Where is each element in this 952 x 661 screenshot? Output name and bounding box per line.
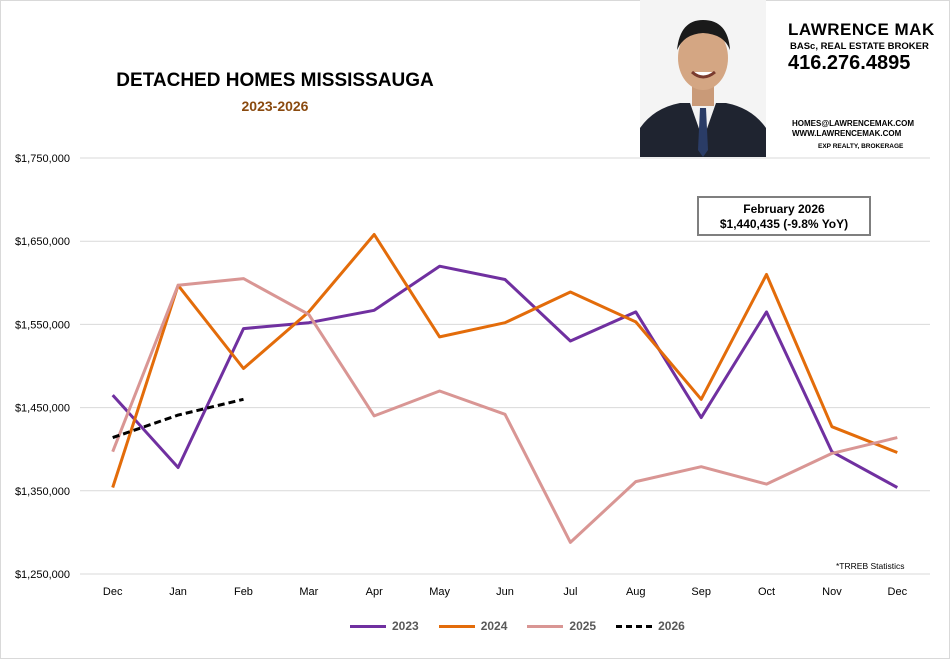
chart-subtitle: 2023-2026 [241, 98, 309, 114]
y-tick-label: $1,350,000 [15, 486, 70, 498]
legend-label: 2026 [658, 619, 685, 633]
legend-item-2023: 2023 [350, 619, 419, 633]
legend-label: 2023 [392, 619, 419, 633]
x-tick-label: Nov [822, 586, 842, 598]
chart-title: DETACHED HOMES MISSISSAUGA [116, 70, 434, 91]
x-axis-labels: Dec Jan Feb Mar Apr May Jun Jul Aug Sep Oct Nov Dec [103, 586, 908, 598]
source-note: *TRREB Statistics [836, 561, 905, 571]
x-tick-label: May [429, 586, 450, 598]
agent-phone: 416.276.4895 [788, 52, 911, 74]
x-tick-label: Feb [234, 586, 253, 598]
legend-item-2024: 2024 [438, 619, 508, 633]
agent-email: HOMES@LAWRENCEMAK.COM [792, 119, 915, 128]
legend-swatch [616, 624, 653, 628]
x-tick-label: Jan [169, 586, 187, 598]
gridlines [80, 157, 930, 575]
series-line-2023 [111, 264, 899, 489]
agent-website: WWW.LAWRENCEMAK.COM [792, 129, 902, 138]
y-tick-label: $1,550,000 [15, 319, 70, 331]
callout-line-2: $1,440,435 (-9.8% YoY) [719, 217, 849, 231]
x-tick-label: Jun [496, 586, 514, 598]
x-tick-label: Sep [691, 586, 711, 598]
y-tick-label: $1,650,000 [15, 236, 70, 248]
y-tick-label: $1,250,000 [15, 569, 70, 581]
agent-role: BASc, REAL ESTATE BROKER [790, 41, 929, 52]
series-line-2024 [111, 233, 898, 488]
legend: 2023 2024 2025 2026 [350, 617, 685, 635]
legend-swatch [527, 624, 564, 628]
x-tick-label: Dec [103, 586, 123, 598]
series-line-2025 [111, 277, 898, 544]
legend-swatch [438, 624, 475, 628]
x-tick-label: Mar [299, 586, 318, 598]
legend-label: 2024 [480, 619, 508, 633]
agent-photo [640, 0, 766, 157]
legend-item-2026: 2026 [616, 619, 685, 633]
legend-label: 2025 [569, 619, 597, 633]
callout-box: February 2026 $1,440,435 (-9.8% YoY) [697, 196, 871, 236]
agent-contact-card: LAWRENCE MAK BASc, REAL ESTATE BROKER 41… [772, 20, 942, 160]
legend-swatch [350, 624, 386, 628]
callout-line-1: February 2026 [743, 202, 825, 216]
x-tick-label: Aug [626, 586, 646, 598]
agent-brokerage: EXP REALTY, BROKERAGE [818, 143, 904, 150]
x-tick-label: Jul [563, 586, 577, 598]
x-tick-label: Oct [758, 586, 775, 598]
x-tick-label: Dec [888, 586, 908, 598]
y-axis-labels: $1,250,000 $1,350,000 $1,450,000 $1,550,000… [15, 153, 70, 581]
agent-name: LAWRENCE MAK [788, 20, 935, 39]
series-lines [111, 233, 899, 544]
x-tick-label: Apr [366, 586, 383, 598]
y-tick-label: $1,450,000 [15, 403, 70, 415]
legend-item-2025: 2025 [527, 619, 596, 633]
y-tick-label: $1,750,000 [15, 153, 70, 165]
